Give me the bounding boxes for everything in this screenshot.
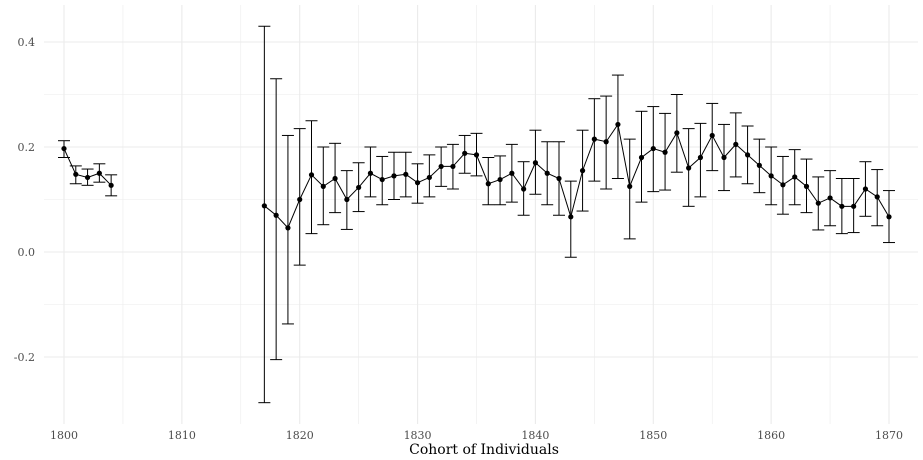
data-point (886, 214, 892, 220)
data-point (756, 162, 762, 168)
data-point (721, 154, 727, 161)
data-point (356, 184, 362, 191)
data-point (627, 183, 633, 189)
data-point (568, 214, 574, 220)
data-point (84, 174, 91, 181)
data-point (579, 168, 586, 174)
data-point (473, 152, 480, 158)
data-point (532, 160, 539, 166)
data-point (792, 174, 798, 180)
error-bar (482, 157, 495, 206)
data-point (768, 173, 774, 179)
data-point (438, 163, 444, 170)
data-point (662, 149, 668, 155)
x-tick-label: 1860 (757, 429, 785, 442)
y-tick-labels: -0.2 0.0 0.2 0.4 (14, 36, 35, 364)
data-point (862, 186, 869, 192)
data-point (851, 203, 857, 209)
x-tick-label: 1840 (521, 429, 549, 442)
data-point (615, 121, 621, 128)
data-point (273, 212, 279, 218)
x-tick-label: 1820 (286, 429, 314, 442)
data-point (344, 196, 350, 203)
y-tick-label: -0.2 (14, 351, 35, 364)
data-point (556, 175, 562, 182)
data-point (638, 154, 645, 161)
error-bar (258, 25, 271, 404)
data-point (320, 183, 326, 189)
data-point (839, 203, 845, 209)
x-tick-label: 1830 (404, 429, 432, 442)
x-tick-label: 1850 (639, 429, 667, 442)
x-tick-label: 1800 (50, 429, 78, 442)
data-point (733, 141, 739, 147)
data-point (108, 182, 114, 188)
error-bar (293, 128, 306, 266)
data-point (450, 163, 456, 170)
data-point (332, 175, 338, 182)
data-point (462, 150, 468, 156)
data-point (426, 174, 432, 181)
data-point (308, 172, 315, 178)
data-point (403, 171, 409, 177)
y-tick-label: 0.4 (18, 36, 36, 49)
data-point (603, 139, 609, 145)
data-point (697, 154, 704, 161)
x-axis-title: Cohort of Individuals (409, 442, 559, 458)
data-point (591, 136, 597, 142)
data-point (521, 186, 527, 192)
error-bar (694, 122, 707, 198)
error-bars (58, 25, 895, 404)
y-tick-label: 0.2 (18, 141, 36, 154)
error-bar (623, 138, 636, 240)
data-point (367, 170, 374, 176)
data-point (414, 180, 421, 186)
data-point (803, 183, 810, 189)
data-points (61, 121, 892, 231)
error-bar (270, 78, 283, 361)
data-point (379, 176, 385, 183)
x-tick-label: 1870 (875, 429, 903, 442)
data-point (650, 145, 656, 152)
y-tick-label: 0.0 (18, 246, 36, 259)
data-point (686, 165, 692, 171)
data-point (73, 171, 79, 177)
data-point (285, 225, 291, 231)
data-point (96, 170, 102, 176)
data-point (815, 200, 821, 206)
data-point (485, 181, 491, 187)
data-point (544, 170, 550, 176)
data-point (874, 194, 880, 200)
data-point (391, 173, 397, 179)
data-point (744, 152, 751, 158)
data-point (497, 176, 503, 183)
x-tick-label: 1810 (168, 429, 196, 442)
data-point (61, 145, 67, 152)
data-point (297, 196, 303, 203)
data-point (709, 132, 715, 139)
x-tick-labels: 1800 1810 1820 1830 1840 1850 1860 1870 (50, 429, 903, 442)
data-point (827, 195, 833, 201)
data-point (780, 182, 786, 188)
data-point (674, 130, 680, 136)
data-point (509, 170, 515, 176)
data-point (261, 203, 267, 209)
